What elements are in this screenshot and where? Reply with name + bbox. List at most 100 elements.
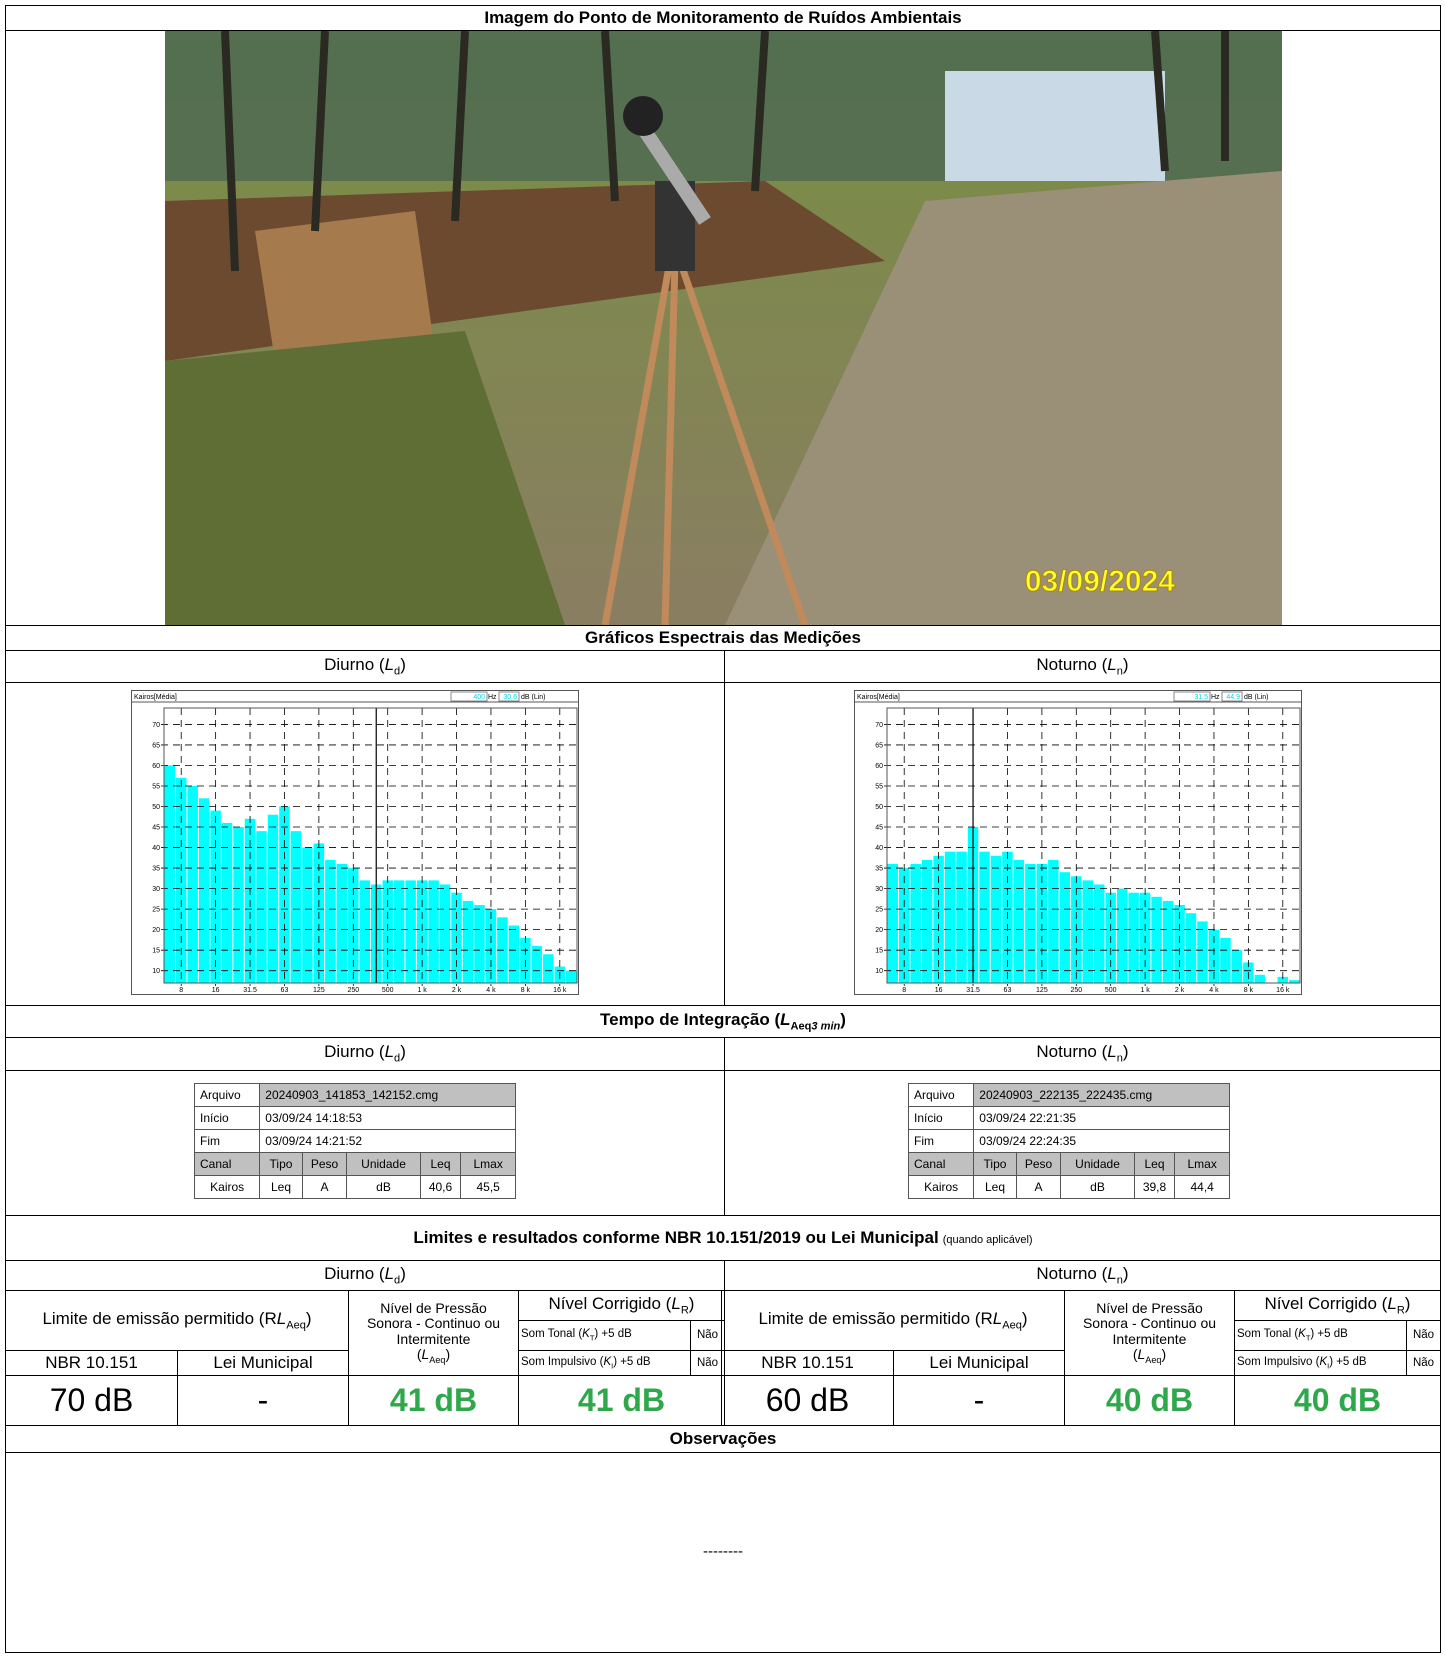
bar (1128, 892, 1139, 983)
bar (474, 905, 485, 983)
text-line: (LAeq) (1132, 1346, 1166, 1364)
row-label: Arquivo (193, 1083, 261, 1107)
text-part: ) +5 dB (1329, 1355, 1367, 1368)
tonal-answer: Não (1406, 1320, 1441, 1351)
table-value: Leq (973, 1175, 1017, 1199)
text-part: Noturno ( (1036, 654, 1108, 674)
text-part: Aeq (429, 1354, 446, 1365)
text-part: n (1116, 1052, 1123, 1065)
row-label: Início (907, 1106, 975, 1130)
y-tick-label: 15 (875, 948, 883, 955)
text-line: Nível de Pressão Sonora - Continuo ou In… (1079, 1300, 1220, 1347)
text-part: d (394, 1274, 401, 1287)
measured-level: 40 dB (1064, 1375, 1235, 1426)
cursor-box (450, 691, 488, 702)
bar (1082, 880, 1093, 983)
column-header: Unidade (346, 1152, 421, 1176)
text-part: K (582, 1328, 590, 1341)
text-part: Som Tonal ( (1237, 1328, 1299, 1341)
table-row: Início 03/09/24 14:18:53 (193, 1106, 516, 1130)
text-part: Lei Municipal (213, 1352, 313, 1372)
text-part: ) (688, 1293, 695, 1313)
text-line: Não (1413, 1329, 1434, 1342)
text-part: ) (445, 1346, 451, 1363)
text-part: 41 dB (577, 1381, 666, 1418)
bar (1185, 913, 1197, 983)
text-part: ( (1132, 1346, 1138, 1363)
text-line: Noturno (Ln) (1036, 1264, 1128, 1287)
text-part: Nível de Pressão Sonora - Continuo ou In… (1082, 1300, 1217, 1347)
text-part: K (1319, 1355, 1328, 1368)
y-tick-label: 55 (875, 783, 883, 790)
text-line: Nível de Pressão Sonora - Continuo ou In… (363, 1300, 504, 1347)
table-header-row: Canal Tipo Peso Unidade Leq Lmax (907, 1152, 1230, 1176)
x-tick-label: 16 (935, 987, 943, 994)
bar (1094, 884, 1105, 983)
text-part: Aeq (1002, 1319, 1022, 1332)
municipal-label: Lei Municipal (177, 1350, 349, 1376)
x-tick-label: 8 k (1244, 987, 1254, 994)
text-line: Som Impulsivo (KI) +5 dB (521, 1356, 651, 1371)
section-title: Limites e resultados conforme NBR 10.151… (5, 1215, 1441, 1261)
text-line: Som Tonal (KT) +5 dB (1237, 1328, 1348, 1343)
text-line: Observações (670, 1429, 777, 1449)
text-line: 40 dB (1294, 1382, 1381, 1418)
table-value: 45,5 (460, 1175, 516, 1199)
y-tick-label: 45 (875, 825, 883, 832)
table-value: A (301, 1175, 348, 1199)
photo: 03/09/2024 (164, 31, 1282, 625)
x-tick-label: 2 k (1175, 987, 1185, 994)
spectrum-chart: Kairos[Média] 31.5 Hz 44.9 dB (Lin)101520253… (854, 690, 1302, 995)
bar (485, 909, 497, 983)
bar (910, 863, 921, 983)
x-tick-label: 16 (212, 987, 220, 994)
corrected-level: 41 dB (518, 1375, 725, 1426)
photo-date: 03/09/2024 (1024, 565, 1174, 598)
x-tick-label: 8 (179, 987, 183, 994)
row-label: Início (193, 1106, 261, 1130)
bar (1048, 859, 1059, 983)
y-tick-label: 65 (152, 742, 160, 749)
text-part: Não (1412, 1356, 1435, 1369)
text-part: I (611, 1361, 614, 1371)
text-line: Não (1413, 1357, 1434, 1370)
text-line: Diurno (Ld) (324, 655, 406, 678)
bar (462, 900, 474, 983)
text-part: L (276, 1308, 287, 1328)
x-tick-label: 8 k (521, 987, 531, 994)
x-tick-label: 63 (1004, 987, 1012, 994)
section-title: Tempo de Integração (LAeq3 min) (5, 1005, 1441, 1038)
bar (416, 880, 428, 983)
bar (1254, 974, 1266, 983)
spectrum-chart: Kairos[Média] 400 Hz 30.6 dB (Lin) 10 15 20 25 30… (131, 690, 579, 995)
bar (944, 851, 956, 983)
text-line: Não (697, 1357, 718, 1370)
text-line: Noturno (Ln) (1036, 1042, 1128, 1065)
level-box (1221, 691, 1243, 702)
text-part: 41 dB (389, 1381, 478, 1418)
table-value: Kairos (193, 1175, 261, 1199)
text-part: Aeq (790, 1020, 812, 1033)
text-part: ) (400, 1042, 406, 1062)
column-header: Lmax (1174, 1152, 1230, 1176)
text-line: - (974, 1382, 985, 1418)
text-part: T (1305, 1333, 1311, 1343)
cursor-level: 44.9 (1226, 694, 1240, 701)
limit-label: Limite de emissão permitido (RLAeq) (721, 1290, 1065, 1351)
text-line: 41 dB (389, 1381, 478, 1418)
text-part: Nível Corrigido ( (548, 1293, 672, 1313)
text-part: R (1396, 1304, 1405, 1317)
x-tick-label: 125 (1036, 987, 1048, 994)
column-header: Leq (419, 1152, 462, 1176)
x-tick-label: 16 k (1276, 987, 1290, 994)
tonal-label: Som Tonal (KT) +5 dB (518, 1320, 691, 1351)
municipal-limit: - (893, 1375, 1065, 1426)
x-tick-label: 31.5 (243, 987, 257, 994)
y-tick-label: 60 (875, 763, 883, 770)
period-heading: Noturno (Ln) (724, 1260, 1441, 1291)
text-part: Tempo de Integração ( (600, 1009, 781, 1029)
row-value: 20240903_141853_142152.cmg (259, 1083, 516, 1107)
limit-label: Limite de emissão permitido (RLAeq) (5, 1290, 349, 1351)
text-line: Não (697, 1329, 718, 1342)
